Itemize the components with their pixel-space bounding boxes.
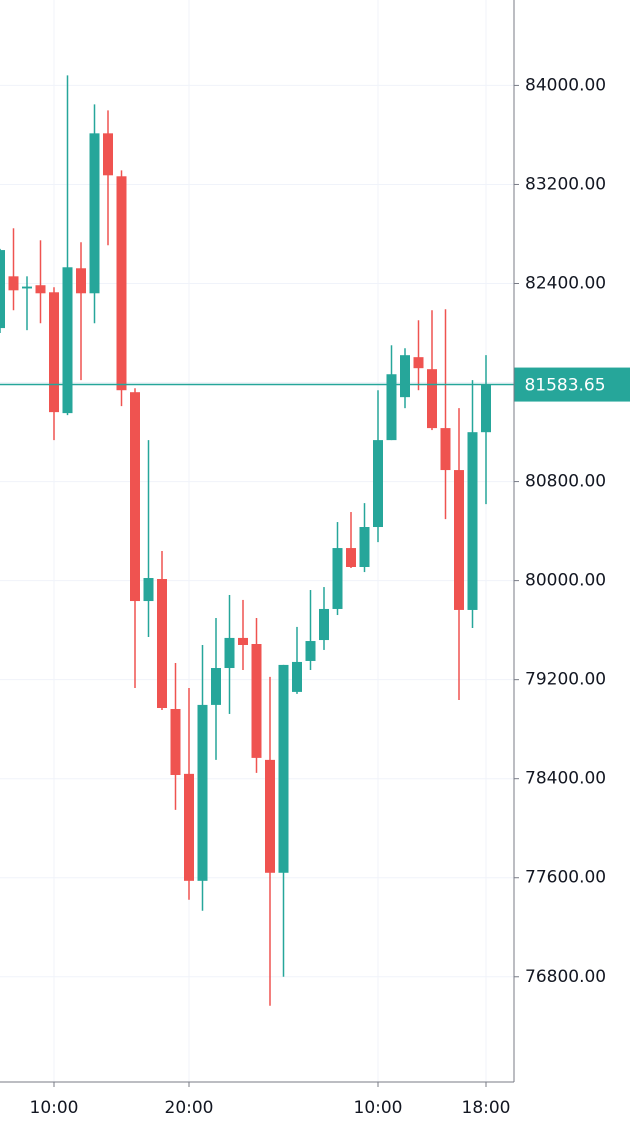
candle-body	[346, 548, 356, 567]
candle-body	[427, 369, 437, 429]
candle-body	[89, 133, 100, 294]
x-tick-label: 18:00	[462, 1098, 511, 1118]
candle-body	[373, 440, 383, 528]
candle-body	[103, 133, 113, 176]
x-tick-label: 10:00	[354, 1098, 403, 1118]
candle-body	[305, 641, 316, 661]
candle-body	[413, 357, 424, 369]
candle-body	[319, 608, 329, 641]
candle-body	[170, 708, 181, 775]
candle-body	[278, 664, 289, 873]
candle-body	[197, 704, 208, 881]
candle-body	[130, 392, 140, 602]
candle-body	[481, 384, 491, 433]
x-tick-label: 20:00	[165, 1098, 214, 1118]
candle-body	[332, 548, 343, 609]
candle-body	[8, 276, 19, 291]
x-tick-label: 10:00	[30, 1098, 79, 1118]
candle-body	[224, 637, 235, 669]
y-tick-label: 77600.00	[525, 868, 606, 888]
y-tick-label: 83200.00	[525, 174, 606, 194]
y-tick-label: 80800.00	[525, 472, 606, 492]
y-tick-label: 80000.00	[525, 571, 606, 591]
candle-body	[35, 285, 46, 294]
candle-body	[400, 355, 410, 398]
candle-body	[49, 292, 59, 413]
candle-body	[22, 286, 32, 289]
y-tick-label: 82400.00	[525, 273, 606, 293]
candle-body	[440, 428, 451, 471]
candle-body	[0, 250, 5, 329]
candle-body	[386, 374, 397, 441]
candle-body	[251, 644, 262, 758]
candle-body	[116, 176, 127, 391]
candle-body	[157, 579, 167, 709]
candle-body	[359, 527, 370, 567]
grid	[0, 0, 514, 1082]
y-tick-label: 76800.00	[525, 967, 606, 987]
y-tick-label: 78400.00	[525, 769, 606, 789]
y-tick-label: 79200.00	[525, 670, 606, 690]
candle-body	[454, 470, 464, 610]
candle-body	[292, 661, 302, 692]
candle-body	[265, 759, 275, 873]
last-price-box	[514, 367, 630, 402]
candle-body	[143, 578, 154, 602]
candle-body	[76, 268, 86, 294]
last-price-label: 81583.65	[524, 376, 605, 396]
candle-body	[238, 637, 248, 645]
candle-body	[184, 773, 194, 881]
y-tick-label: 84000.00	[525, 75, 606, 95]
candle-body	[467, 432, 478, 610]
candle-body	[211, 668, 221, 705]
candle-body	[62, 267, 73, 414]
